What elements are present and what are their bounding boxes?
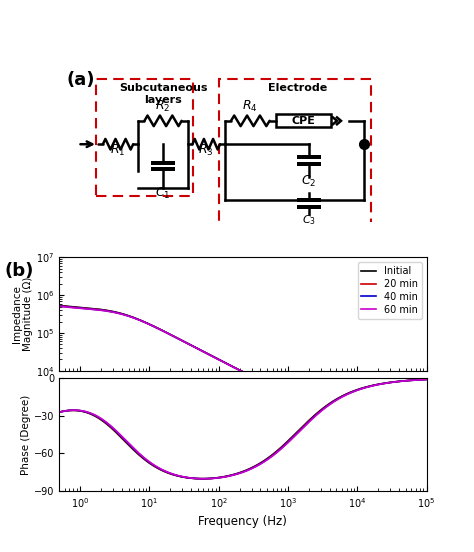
Initial [415,397,420,404]
Bar [276,114,331,128]
60 min [424,399,429,405]
Line: 20 min: 20 min [59,306,427,401]
Text: $R_3$: $R_3$ [199,143,214,158]
Legend: Initial, 20 min, 40 min, 60 min: Initial, 20 min, 40 min, 60 min [357,262,422,319]
Text: CPE: CPE [292,116,316,126]
Text: $C_1$: $C_1$ [155,185,171,201]
40 min [424,399,429,405]
60 min [231,364,237,370]
40 min [357,397,363,404]
Text: $C_2$: $C_2$ [301,174,317,189]
20 min [275,384,281,391]
40 min [255,376,261,383]
40 min [275,384,281,391]
20 min [424,398,429,405]
Text: $C_3$: $C_3$ [302,213,316,227]
20 min [231,364,237,370]
Text: $R_2$: $R_2$ [155,99,171,114]
60 min [357,398,363,405]
60 min [56,303,62,310]
Line: 60 min: 60 min [59,306,427,402]
Initial [233,365,239,371]
40 min [231,364,237,370]
Initial [255,376,261,383]
Text: (a): (a) [66,71,95,89]
Text: (b): (b) [5,262,34,280]
60 min [275,385,281,391]
X-axis label: Frequency (Hz): Frequency (Hz) [199,516,287,528]
Y-axis label: Impedance
Magnitude (Ω): Impedance Magnitude (Ω) [11,277,33,351]
Text: Subcutaneous
layers: Subcutaneous layers [119,83,207,105]
Text: Electrode: Electrode [268,83,328,93]
60 min [255,376,261,383]
Initial [424,397,429,404]
40 min [415,398,420,405]
60 min [233,365,239,371]
40 min [56,302,62,309]
60 min [415,399,420,405]
Bar [96,79,193,196]
Line: 40 min: 40 min [59,306,427,402]
Initial [56,302,62,309]
20 min [255,376,261,383]
Y-axis label: Phase (Degree): Phase (Degree) [21,394,31,475]
20 min [56,302,62,309]
Bar [219,79,372,227]
Text: $R_1$: $R_1$ [110,143,126,158]
Initial [231,364,237,370]
20 min [233,365,239,371]
Text: $R_4$: $R_4$ [242,99,258,114]
Initial [275,384,281,391]
40 min [233,365,239,371]
Line: Initial: Initial [59,305,427,401]
20 min [415,398,420,405]
20 min [357,397,363,404]
Initial [357,397,363,404]
